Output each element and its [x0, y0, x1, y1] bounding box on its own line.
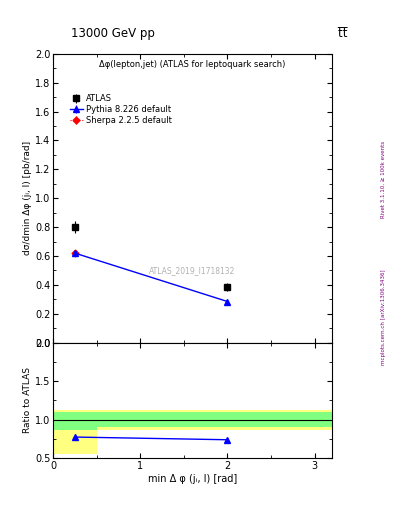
Text: Rivet 3.1.10, ≥ 100k events: Rivet 3.1.10, ≥ 100k events [381, 141, 386, 218]
Legend: ATLAS, Pythia 8.226 default, Sherpa 2.2.5 default: ATLAS, Pythia 8.226 default, Sherpa 2.2.… [68, 93, 173, 126]
Text: mcplots.cern.ch [arXiv:1306.3436]: mcplots.cern.ch [arXiv:1306.3436] [381, 270, 386, 365]
Text: 13000 GeV pp: 13000 GeV pp [71, 27, 154, 40]
Text: Δφ(lepton,jet) (ATLAS for leptoquark search): Δφ(lepton,jet) (ATLAS for leptoquark sea… [99, 59, 286, 69]
Y-axis label: dσ/dmin Δφ (jᵢ, l) [pb/rad]: dσ/dmin Δφ (jᵢ, l) [pb/rad] [23, 141, 32, 255]
Y-axis label: Ratio to ATLAS: Ratio to ATLAS [23, 368, 32, 434]
X-axis label: min Δ φ (jᵢ, l) [rad]: min Δ φ (jᵢ, l) [rad] [148, 474, 237, 484]
Text: ATLAS_2019_I1718132: ATLAS_2019_I1718132 [149, 266, 236, 275]
Text: t̅t̅: t̅t̅ [338, 27, 347, 40]
